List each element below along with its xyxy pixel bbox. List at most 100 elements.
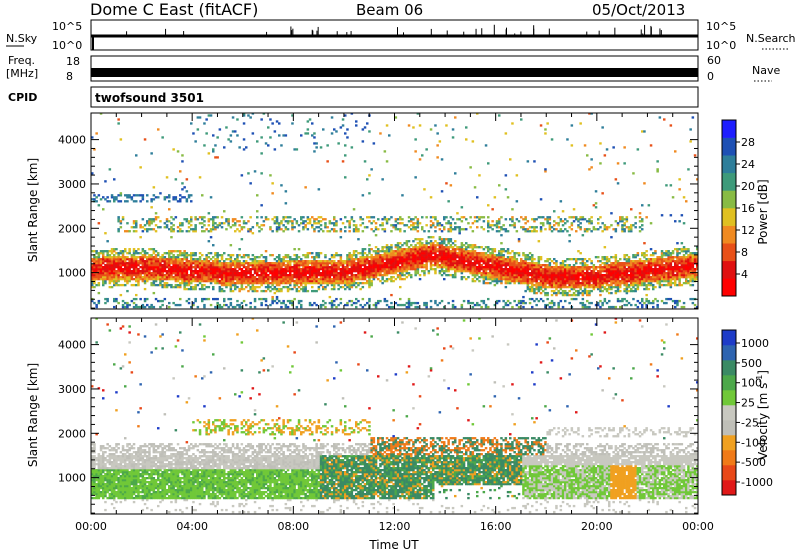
power-cell bbox=[394, 262, 398, 265]
power-cell bbox=[220, 273, 224, 277]
power-cell bbox=[264, 297, 268, 301]
power-cell bbox=[498, 273, 501, 277]
power-cell bbox=[555, 262, 558, 265]
power-cell bbox=[381, 269, 384, 273]
power-cell bbox=[425, 256, 428, 259]
power-cell bbox=[297, 260, 301, 263]
power-cell bbox=[280, 289, 283, 293]
power-cell bbox=[273, 269, 277, 273]
power-cell bbox=[319, 264, 323, 267]
power-cell bbox=[97, 267, 101, 271]
power-cell bbox=[568, 271, 571, 275]
power-cell bbox=[346, 262, 349, 265]
power-cell bbox=[390, 254, 393, 257]
power-cell bbox=[396, 262, 400, 265]
power-cell bbox=[113, 248, 116, 251]
power-cell bbox=[278, 228, 281, 231]
power-cell bbox=[416, 256, 420, 259]
power-cell bbox=[526, 266, 530, 269]
power-cell bbox=[124, 230, 127, 233]
power-cell bbox=[339, 297, 343, 301]
power-cell bbox=[352, 258, 356, 261]
power-cell bbox=[311, 271, 314, 275]
power-cell bbox=[172, 256, 175, 259]
power-cell bbox=[491, 248, 494, 251]
power-cell bbox=[207, 275, 211, 279]
power-cell bbox=[392, 226, 395, 229]
power-cell bbox=[304, 262, 307, 265]
power-cell bbox=[509, 258, 512, 261]
power-cell bbox=[181, 224, 184, 227]
power-cell bbox=[520, 260, 523, 263]
power-cell bbox=[487, 266, 490, 269]
power-cell bbox=[242, 138, 246, 141]
power-cell bbox=[119, 258, 123, 261]
power-cell bbox=[484, 269, 488, 273]
power-cell bbox=[282, 299, 285, 303]
power-cell bbox=[139, 224, 142, 227]
power-cell bbox=[212, 226, 215, 229]
power-cell bbox=[271, 262, 274, 265]
power-cell bbox=[282, 285, 285, 289]
power-cell bbox=[251, 289, 255, 293]
power-cell bbox=[280, 277, 283, 281]
power-cell bbox=[564, 273, 567, 277]
power-cell bbox=[187, 254, 191, 257]
power-cell bbox=[324, 222, 327, 225]
power-cell bbox=[568, 283, 571, 287]
power-cell bbox=[454, 269, 457, 273]
power-cell bbox=[513, 262, 516, 265]
power-cell bbox=[537, 271, 541, 275]
power-cell bbox=[170, 266, 173, 269]
power-cell bbox=[168, 267, 171, 271]
power-cell bbox=[295, 275, 299, 279]
power-cell bbox=[601, 281, 604, 285]
power-cell bbox=[390, 252, 393, 255]
power-cell bbox=[110, 271, 114, 275]
power-cell bbox=[278, 254, 281, 257]
power-cell bbox=[553, 277, 556, 281]
power-cell bbox=[245, 279, 248, 283]
power-cell bbox=[368, 275, 371, 279]
power-cell bbox=[352, 250, 356, 253]
power-cell bbox=[407, 273, 411, 277]
power-cell bbox=[214, 269, 217, 273]
power-cell bbox=[99, 275, 103, 279]
power-cell bbox=[605, 283, 609, 287]
power-cell bbox=[528, 289, 532, 293]
power-cell bbox=[568, 216, 571, 219]
power-cell bbox=[498, 254, 501, 257]
power-cell bbox=[407, 266, 411, 269]
power-cell bbox=[434, 264, 437, 267]
power-cell bbox=[291, 226, 294, 229]
power-cell bbox=[572, 275, 576, 279]
power-cell bbox=[566, 264, 569, 267]
power-cell bbox=[476, 113, 479, 115]
power-cell bbox=[370, 256, 373, 259]
power-cell bbox=[401, 244, 404, 247]
power-cell bbox=[344, 273, 347, 277]
power-cell bbox=[368, 252, 371, 255]
power-cell bbox=[544, 271, 547, 275]
power-cell bbox=[355, 228, 358, 231]
power-cell bbox=[99, 262, 103, 265]
power-cell bbox=[275, 267, 279, 271]
power-cell bbox=[548, 301, 552, 305]
power-cell bbox=[588, 281, 591, 285]
power-cell bbox=[143, 252, 147, 255]
power-cell bbox=[97, 277, 101, 281]
power-cell bbox=[396, 218, 400, 221]
power-cell bbox=[269, 262, 272, 265]
power-cell bbox=[273, 258, 277, 261]
power-cell bbox=[97, 204, 101, 207]
power-cell bbox=[374, 256, 378, 259]
power-cell bbox=[561, 279, 565, 283]
power-cell bbox=[489, 269, 492, 273]
power-cell bbox=[447, 273, 450, 277]
power-cell bbox=[513, 271, 516, 275]
power-cell bbox=[581, 260, 585, 263]
power-cell bbox=[588, 228, 591, 231]
power-cell bbox=[174, 250, 178, 253]
power-cell bbox=[385, 299, 389, 303]
power-cell bbox=[341, 273, 345, 277]
